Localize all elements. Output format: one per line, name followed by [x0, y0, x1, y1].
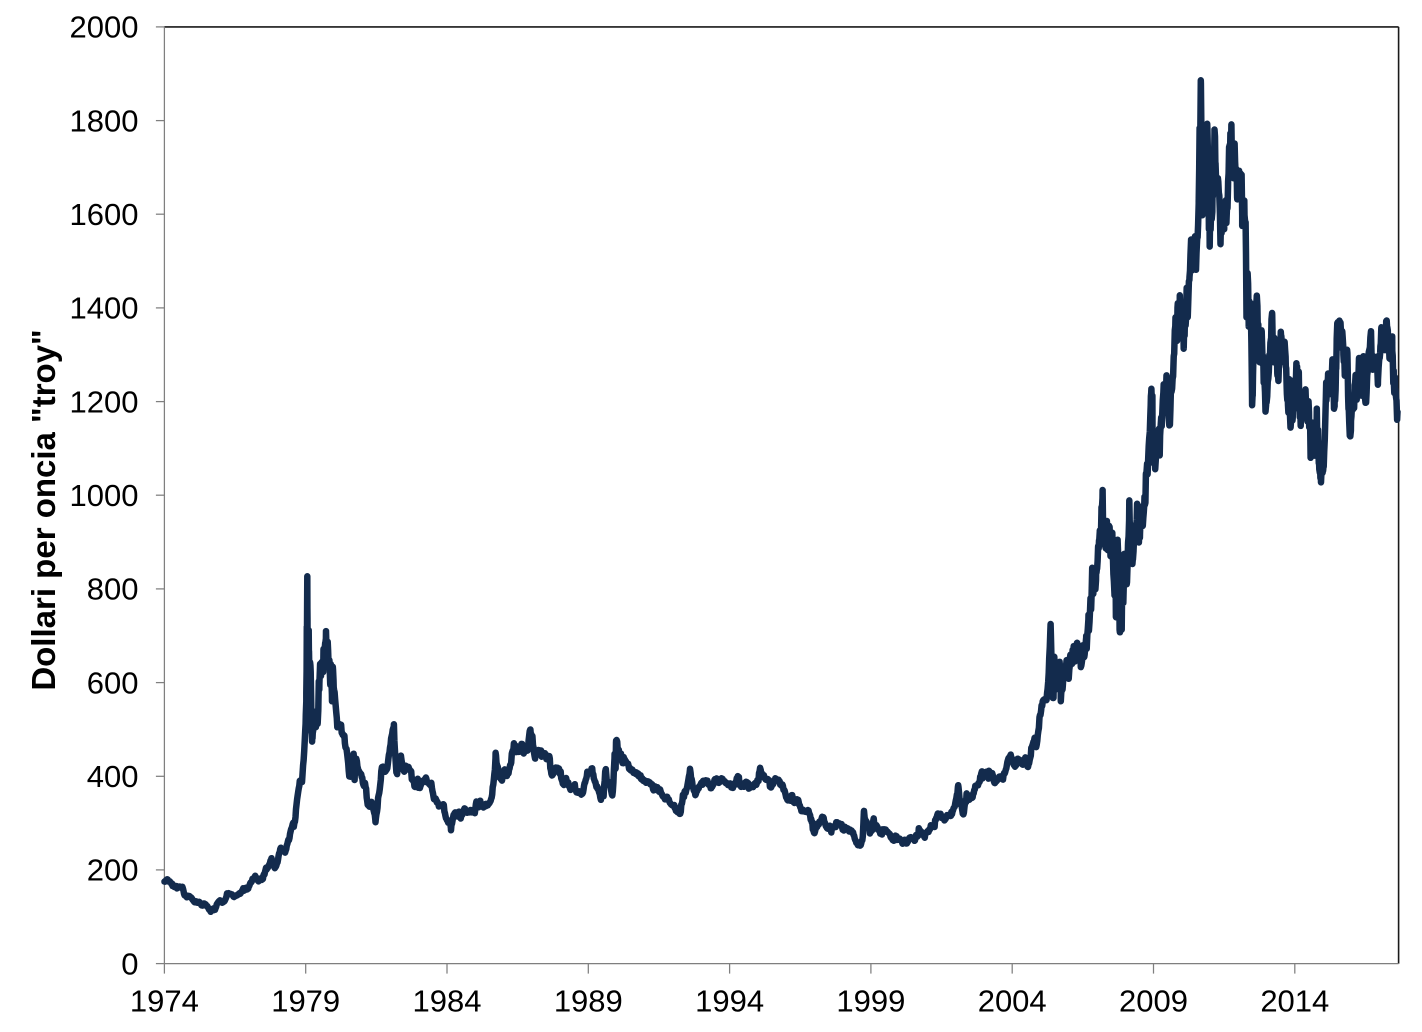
svg-text:0: 0 — [121, 946, 138, 981]
svg-text:1800: 1800 — [70, 103, 139, 138]
svg-text:1989: 1989 — [554, 984, 623, 1019]
svg-text:1994: 1994 — [695, 984, 764, 1019]
svg-text:800: 800 — [87, 572, 139, 607]
svg-text:1000: 1000 — [70, 478, 139, 513]
svg-text:1200: 1200 — [70, 384, 139, 419]
svg-text:2000: 2000 — [70, 10, 139, 45]
svg-text:600: 600 — [87, 665, 139, 700]
svg-text:2014: 2014 — [1260, 984, 1329, 1019]
svg-text:1974: 1974 — [130, 984, 199, 1019]
svg-text:2009: 2009 — [1119, 984, 1188, 1019]
svg-text:1600: 1600 — [70, 197, 139, 232]
svg-text:1999: 1999 — [836, 984, 905, 1019]
svg-text:1400: 1400 — [70, 291, 139, 326]
svg-text:1984: 1984 — [413, 984, 482, 1019]
svg-text:Dollari per oncia "troy": Dollari per oncia "troy" — [25, 329, 62, 690]
svg-text:200: 200 — [87, 853, 139, 888]
svg-text:400: 400 — [87, 759, 139, 794]
svg-text:2004: 2004 — [978, 984, 1047, 1019]
svg-text:1979: 1979 — [271, 984, 340, 1019]
